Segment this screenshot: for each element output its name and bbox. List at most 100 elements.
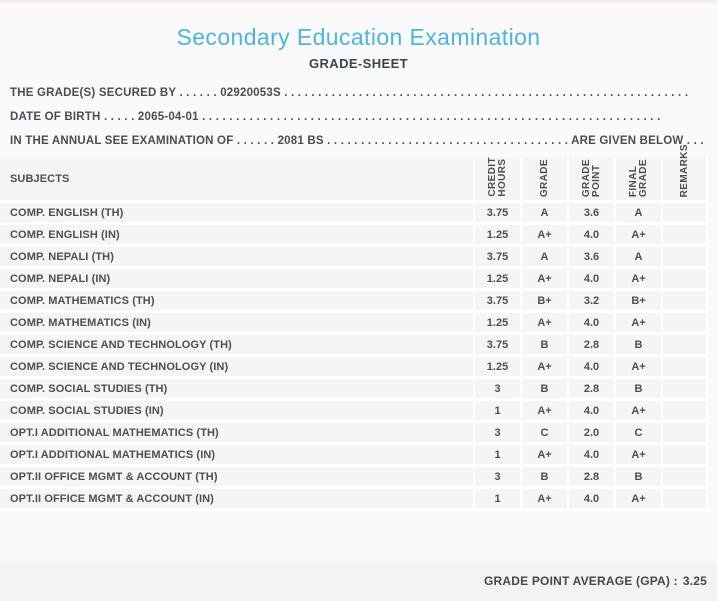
credit-hours-value: 1	[494, 448, 501, 461]
grade-cell: B	[520, 379, 567, 398]
grade-cell: A+	[520, 313, 567, 332]
footer-band: GRADE POINT AVERAGE (GPA) : 3.25	[0, 561, 717, 601]
date-of-birth-value: 2065-04-01	[137, 111, 199, 123]
subject-label: COMP. ENGLISH (TH)	[10, 206, 124, 219]
grade-point-cell: 4.0	[567, 357, 614, 376]
grade-cell: A+	[520, 269, 567, 288]
final-grade-cell: A+	[614, 445, 661, 464]
grade-point-value: 4.0	[583, 360, 600, 373]
dot-leader: . . . . .	[100, 111, 138, 123]
final-grade-cell: A+	[614, 269, 661, 288]
remarks-cell	[661, 291, 708, 310]
credit-hours-value: 1	[494, 404, 501, 417]
grade-point-cell: 4.0	[567, 269, 614, 288]
grade-cell: A	[520, 247, 567, 266]
remarks-cell	[661, 225, 708, 244]
grade-sheet-page: Secondary Education Examination GRADE-SH…	[0, 0, 717, 588]
subject-label: COMP. SCIENCE AND TECHNOLOGY (IN)	[10, 360, 229, 373]
info-label: DATE OF BIRTH	[10, 111, 101, 123]
subject-cell: COMP. NEPALI (IN)	[0, 269, 473, 288]
subject-label: COMP. MATHEMATICS (TH)	[10, 294, 155, 307]
final-grade-value: B	[634, 470, 643, 483]
exam-year-value: 2081 BS	[277, 135, 324, 147]
column-header-final-grade: FINAL GRADE	[614, 157, 661, 200]
subject-label: COMP. SCIENCE AND TECHNOLOGY (TH)	[10, 338, 232, 351]
final-grade-cell: B	[614, 379, 661, 398]
remarks-cell	[661, 313, 708, 332]
credit-hours-cell: 3.75	[473, 291, 520, 310]
credit-hours-cell: 3.75	[473, 335, 520, 354]
dot-leader: . . . . . .	[176, 87, 221, 99]
grade-point-value: 4.0	[583, 316, 600, 329]
grade-point-cell: 4.0	[567, 313, 614, 332]
dot-leader: . . . . . . . . . . . . . . . . . . . . …	[323, 135, 572, 147]
credit-hours-value: 3	[494, 426, 501, 439]
subject-label: COMP. SOCIAL STUDIES (TH)	[10, 382, 168, 395]
final-grade-header-label: FINAL GRADE	[627, 158, 649, 197]
credit-hours-value: 3.75	[486, 294, 509, 307]
table-row: COMP. SCIENCE AND TECHNOLOGY (IN) 1.25 A…	[0, 357, 708, 379]
subject-cell: COMP. SCIENCE AND TECHNOLOGY (IN)	[0, 357, 473, 376]
subject-cell: COMP. ENGLISH (TH)	[0, 203, 473, 222]
grade-point-cell: 4.0	[567, 401, 614, 420]
credit-hours-cell: 3	[473, 379, 520, 398]
table-row: OPT.I ADDITIONAL MATHEMATICS (IN) 1 A+ 4…	[0, 445, 708, 467]
column-header-grade: GRADE	[520, 157, 567, 200]
grade-point-cell: 4.0	[567, 489, 614, 508]
column-header-subjects: SUBJECTS	[10, 172, 70, 185]
subject-cell: OPT.I ADDITIONAL MATHEMATICS (IN)	[0, 445, 473, 464]
remarks-header-label: REMARKS	[678, 143, 690, 197]
grade-point-cell: 4.0	[567, 225, 614, 244]
table-row: COMP. ENGLISH (IN) 1.25 A+ 4.0 A+	[0, 225, 708, 247]
credit-hours-value: 3.75	[486, 250, 509, 263]
credit-hours-cell: 1	[473, 401, 520, 420]
column-header-remarks: REMARKS	[661, 144, 708, 200]
credit-hours-cell: 1.25	[473, 225, 520, 244]
grade-cell: B+	[520, 291, 567, 310]
subject-cell: COMP. SOCIAL STUDIES (TH)	[0, 379, 473, 398]
table-row: COMP. SCIENCE AND TECHNOLOGY (TH) 3.75 B…	[0, 335, 708, 357]
grade-cell: A	[520, 203, 567, 222]
final-grade-cell: C	[614, 423, 661, 442]
credit-hours-value: 1.25	[486, 272, 509, 285]
subject-cell: COMP. NEPALI (TH)	[0, 247, 473, 266]
credit-hours-value: 3	[494, 382, 501, 395]
gpa-value: 3.25	[682, 574, 707, 588]
final-grade-value: C	[634, 426, 643, 439]
credit-hours-header-label: CREDIT HOURS	[486, 157, 508, 197]
dot-leader: . . .	[683, 135, 704, 147]
credit-hours-cell: 1	[473, 489, 520, 508]
grade-sheet-heading: GRADE-SHEET	[308, 56, 409, 71]
remarks-cell	[661, 489, 708, 508]
subject-label: OPT.I ADDITIONAL MATHEMATICS (IN)	[10, 448, 216, 461]
final-grade-value: A+	[631, 448, 646, 461]
table-row: COMP. SOCIAL STUDIES (TH) 3 B 2.8 B	[0, 379, 708, 401]
grade-cell: B	[520, 467, 567, 486]
credit-hours-value: 3.75	[486, 338, 509, 351]
remarks-cell	[661, 247, 708, 266]
subject-label: OPT.I ADDITIONAL MATHEMATICS (TH)	[10, 426, 219, 439]
grade-header-label: GRADE	[538, 158, 550, 197]
final-grade-cell: A	[614, 247, 661, 266]
table-row: COMP. SOCIAL STUDIES (IN) 1 A+ 4.0 A+	[0, 401, 708, 423]
info-line-date-of-birth: DATE OF BIRTH . . . . . 2065-04-01 . . .…	[10, 105, 707, 129]
grade-point-value: 2.0	[583, 426, 600, 439]
final-grade-cell: B+	[614, 291, 661, 310]
subject-cell: COMP. ENGLISH (IN)	[0, 225, 473, 244]
info-line-secured-by: THE GRADE(S) SECURED BY . . . . . . 0292…	[10, 81, 707, 105]
credit-hours-cell: 3.75	[473, 247, 520, 266]
grade-cell: A+	[520, 401, 567, 420]
subject-label: COMP. ENGLISH (IN)	[10, 228, 120, 241]
remarks-cell	[661, 379, 708, 398]
credit-hours-cell: 3.75	[473, 203, 520, 222]
info-line-examination-year: IN THE ANNUAL SEE EXAMINATION OF . . . .…	[10, 129, 707, 153]
final-grade-cell: B	[614, 467, 661, 486]
remarks-cell	[661, 357, 708, 376]
top-border-strip	[0, 0, 717, 3]
final-grade-value: B	[634, 382, 643, 395]
remarks-cell	[661, 445, 708, 464]
grade-cell: A+	[520, 445, 567, 464]
subject-cell: OPT.II OFFICE MGMT & ACCOUNT (TH)	[0, 467, 473, 486]
credit-hours-cell: 1.25	[473, 269, 520, 288]
remarks-cell	[661, 423, 708, 442]
